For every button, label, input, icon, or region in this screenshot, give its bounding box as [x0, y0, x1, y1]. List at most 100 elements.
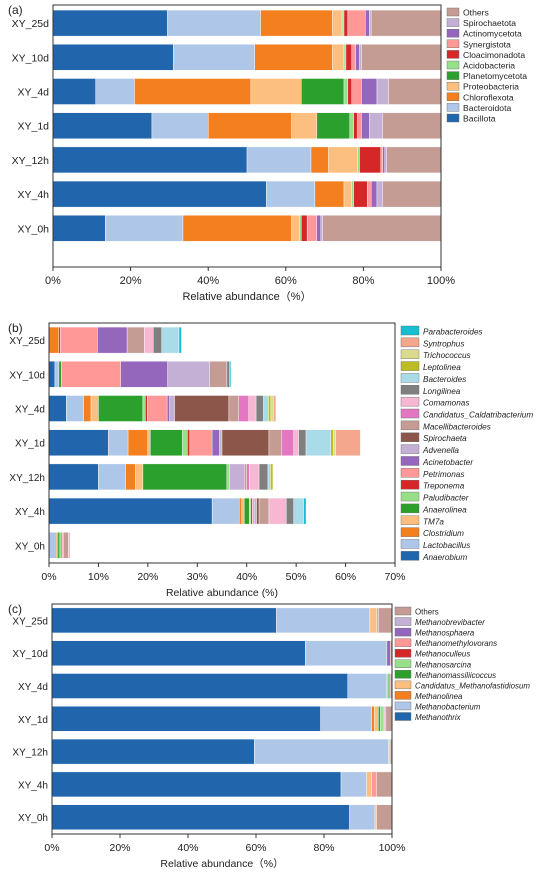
bar-segment	[347, 673, 388, 699]
legend-label: Anaerobium	[422, 553, 467, 562]
legend-swatch	[446, 39, 460, 48]
bar-segment	[256, 497, 260, 525]
bar-segment	[83, 395, 92, 422]
bar-segment	[386, 146, 442, 174]
bar-segment	[167, 361, 210, 388]
bar-segment	[270, 395, 274, 422]
legend-swatch	[400, 385, 420, 395]
bar-segment	[239, 497, 242, 525]
legend-swatch	[394, 712, 412, 721]
x-axis-label: Relative abundance (%)	[166, 587, 278, 599]
category-label: XY_25d	[9, 336, 45, 347]
legend-label: Clostridium	[423, 529, 464, 538]
bar-segment	[361, 78, 378, 105]
legend-swatch	[394, 638, 412, 647]
panel-label: (a)	[8, 3, 23, 17]
bar-segment	[211, 429, 220, 456]
legend-swatch	[446, 7, 460, 17]
bar-segment	[153, 326, 162, 354]
bar-segment	[66, 395, 84, 422]
bar-segment	[293, 429, 299, 456]
bar-segment	[374, 706, 379, 732]
bar-segment	[322, 215, 442, 242]
bar-segment	[166, 395, 170, 422]
bar-segment	[226, 361, 230, 388]
legend-swatch	[394, 659, 412, 668]
bar-segment	[306, 215, 318, 242]
bar-segment	[301, 215, 308, 242]
legend-swatch	[400, 420, 420, 431]
bar-segment	[314, 180, 345, 208]
bar-segment	[320, 706, 372, 732]
x-tick-label: 70%	[384, 571, 405, 583]
legend-swatch	[446, 71, 460, 80]
bar-segment	[52, 78, 96, 105]
bar-segment	[355, 44, 360, 71]
legend-label: Methanomethylovorans	[415, 639, 497, 648]
bar-segment	[301, 78, 345, 105]
bar-segment	[260, 9, 333, 37]
bar-segment	[388, 78, 442, 105]
x-tick-label: 20%	[137, 571, 158, 583]
legend: Parabacteroides Syntrophus Trichococcus Lep…	[400, 325, 533, 562]
bar-segment	[182, 429, 188, 456]
x-tick-label: 100%	[427, 275, 455, 287]
bar-segment	[378, 706, 381, 732]
bar-segment	[187, 429, 191, 456]
bar-segment	[167, 9, 261, 37]
x-tick-label: 30%	[187, 571, 208, 583]
bar-segment	[384, 146, 387, 174]
bar-segment	[343, 180, 352, 208]
bar-segment	[95, 78, 135, 105]
legend-label: Methanoculleus	[415, 650, 470, 659]
bar-segment	[248, 395, 257, 422]
bar-segment	[63, 532, 69, 559]
bar-segment	[127, 429, 149, 456]
bar-segment	[349, 112, 354, 139]
x-tick-label: 40%	[177, 842, 198, 854]
bar-segment	[125, 463, 136, 491]
bar-segment	[144, 326, 154, 354]
legend-swatch	[400, 479, 420, 490]
category-label: XY_12h	[9, 473, 45, 484]
legend-swatch	[446, 29, 460, 38]
legend-swatch	[394, 691, 412, 700]
bar-segment	[258, 463, 269, 491]
bar-segment	[386, 640, 391, 666]
bar-segment	[376, 804, 393, 830]
bar-segment	[332, 9, 343, 37]
chart-panel-1: (b)XY_25d XY_10d XY_4d XY_1d XY_12h XY_4h XY_0…	[8, 321, 533, 599]
legend-swatch	[446, 60, 460, 70]
bar-segment	[357, 146, 360, 174]
bar-segment	[305, 640, 388, 666]
bar-segment	[61, 361, 121, 388]
bar-segment	[105, 215, 184, 242]
bar-segment	[51, 673, 348, 699]
plot-frame	[51, 603, 393, 835]
legend-swatch	[400, 503, 420, 514]
legend-label: Methanomassiliicoccus	[415, 671, 496, 680]
legend-swatch	[394, 606, 412, 616]
legend-swatch	[394, 627, 412, 637]
category-label: XY_1d	[17, 121, 49, 133]
bar-segment	[48, 532, 57, 559]
legend-label: Acidobacteria	[463, 61, 515, 71]
legend-swatch	[446, 92, 460, 102]
bar-segment	[52, 44, 174, 71]
legend-swatch	[446, 103, 460, 112]
bar-segment	[263, 395, 269, 422]
legend-swatch	[400, 408, 420, 419]
bar-segment	[51, 607, 277, 634]
bar-segment	[161, 326, 180, 354]
bar-segment	[273, 395, 277, 422]
panel-label: (b)	[8, 321, 23, 335]
legend-label: Methanobacterium	[415, 702, 481, 711]
legend-swatch	[394, 617, 412, 626]
bar-segment	[361, 112, 370, 139]
bar-segment	[267, 463, 271, 491]
bar-segment	[52, 215, 106, 242]
bar-segment	[291, 215, 300, 242]
bar-segment	[108, 429, 129, 456]
bar-segment	[357, 112, 362, 139]
